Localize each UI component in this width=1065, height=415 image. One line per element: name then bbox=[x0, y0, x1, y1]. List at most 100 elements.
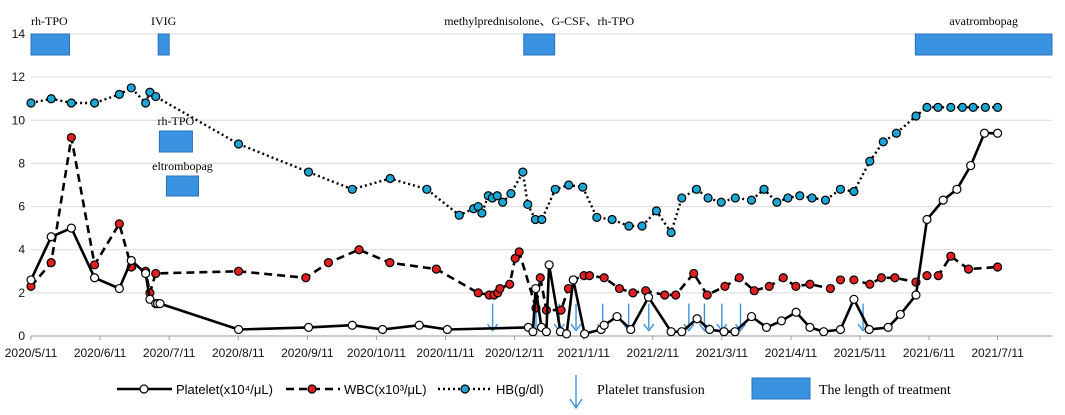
data-point-dotted bbox=[523, 199, 533, 210]
data-point-dotted bbox=[46, 94, 56, 104]
treatment-bar bbox=[157, 33, 170, 56]
data-point-dotted bbox=[922, 102, 932, 112]
x-tick-label: 2021/7/11 bbox=[971, 346, 1024, 360]
y-tick-label: 4 bbox=[18, 243, 25, 257]
data-point-solid bbox=[442, 324, 452, 335]
data-point-dashed bbox=[510, 253, 520, 263]
y-tick-label: 0 bbox=[18, 329, 25, 343]
treatment-bar bbox=[158, 130, 193, 153]
data-point-solid bbox=[66, 223, 76, 233]
data-point-solid bbox=[922, 214, 932, 225]
data-point-dotted bbox=[783, 193, 793, 203]
data-point-solid bbox=[541, 327, 551, 337]
legend-label-treatment: The length of treatment bbox=[819, 383, 951, 398]
data-point-dashed bbox=[805, 279, 815, 289]
x-tick-label: 2021/2/11 bbox=[627, 346, 680, 360]
y-tick-label: 6 bbox=[18, 200, 25, 214]
data-point-dotted bbox=[759, 184, 769, 194]
data-point-dotted bbox=[498, 197, 508, 207]
data-point-solid bbox=[895, 309, 905, 320]
y-tick-label: 10 bbox=[12, 113, 26, 127]
data-point-solid bbox=[677, 327, 687, 337]
data-point-dotted bbox=[716, 197, 726, 207]
data-point-solid bbox=[347, 320, 357, 330]
data-point-dotted bbox=[835, 184, 846, 194]
data-point-solid bbox=[705, 324, 715, 335]
series-line-dashed bbox=[30, 136, 998, 312]
data-point-dotted bbox=[849, 186, 859, 197]
x-tick-label: 2021/1/11 bbox=[557, 346, 610, 360]
data-point-dashed bbox=[876, 273, 887, 283]
data-point-solid bbox=[531, 283, 541, 294]
data-point-dotted bbox=[564, 180, 574, 190]
treatment-bar bbox=[914, 33, 1053, 56]
data-point-dotted bbox=[126, 83, 136, 93]
data-point-solid bbox=[730, 327, 740, 337]
data-point-dotted bbox=[677, 193, 687, 203]
data-point-dashed bbox=[323, 258, 334, 268]
treatment-bar bbox=[165, 175, 200, 197]
x-tick-label: 2020/9/11 bbox=[281, 346, 334, 360]
treatment-label: IVIG bbox=[151, 14, 177, 28]
x-tick-label: 2020/12/11 bbox=[485, 346, 544, 360]
data-point-solid bbox=[89, 273, 100, 283]
data-point-dashed bbox=[614, 283, 625, 294]
legend-label-transfusion: Platelet transfusion bbox=[597, 383, 705, 398]
data-point-dashed bbox=[825, 283, 835, 294]
data-point-dotted bbox=[422, 184, 432, 194]
data-point-dotted bbox=[151, 91, 161, 102]
data-point-dotted bbox=[492, 191, 502, 201]
data-point-dotted bbox=[637, 221, 647, 231]
data-point-dotted bbox=[303, 167, 314, 177]
data-point-solid bbox=[561, 329, 572, 339]
data-point-dotted bbox=[730, 193, 740, 203]
data-point-dotted bbox=[807, 193, 817, 203]
data-point-dotted bbox=[795, 191, 805, 201]
data-point-solid bbox=[746, 311, 757, 322]
data-point-solid bbox=[979, 128, 990, 138]
transfusion-arrowhead bbox=[683, 323, 695, 332]
transfusion-arrowhead bbox=[570, 323, 582, 332]
data-point-dashed bbox=[385, 258, 395, 268]
data-point-dotted bbox=[624, 221, 634, 231]
data-point-solid bbox=[126, 255, 136, 266]
data-point-solid bbox=[835, 324, 846, 335]
y-tick-label: 14 bbox=[12, 27, 26, 41]
transfusion-arrowhead bbox=[643, 323, 655, 332]
data-point-solid bbox=[141, 268, 151, 279]
data-point-dotted bbox=[992, 102, 1003, 112]
data-point-solid bbox=[819, 327, 829, 337]
data-point-solid bbox=[114, 283, 124, 294]
data-point-dashed bbox=[702, 290, 712, 300]
data-point-solid bbox=[864, 324, 874, 335]
data-point-dashed bbox=[992, 262, 1003, 272]
data-point-dotted bbox=[891, 128, 902, 138]
data-point-dotted bbox=[691, 184, 702, 194]
data-point-dashed bbox=[689, 268, 699, 279]
data-point-dashed bbox=[865, 279, 875, 289]
data-point-dashed bbox=[114, 219, 124, 229]
data-point-dashed bbox=[151, 268, 161, 279]
data-point-dotted bbox=[957, 102, 968, 112]
legend-arrowhead bbox=[569, 398, 583, 410]
data-point-solid bbox=[544, 260, 554, 270]
legend-label-wbc: WBC(x10³/μL) bbox=[344, 382, 427, 397]
data-point-dashed bbox=[922, 271, 932, 281]
data-point-solid bbox=[992, 128, 1003, 138]
data-point-solid bbox=[303, 322, 314, 332]
data-point-dashed bbox=[933, 271, 943, 281]
data-point-dotted bbox=[865, 156, 875, 166]
data-point-dotted bbox=[114, 89, 124, 100]
data-point-dashed bbox=[505, 279, 515, 289]
data-point-dashed bbox=[764, 281, 774, 291]
data-point-dashed bbox=[946, 251, 956, 261]
data-point-dashed bbox=[473, 288, 483, 298]
data-point-dotted bbox=[968, 102, 978, 112]
data-point-dashed bbox=[354, 245, 364, 255]
data-point-dashed bbox=[514, 247, 524, 257]
data-point-dashed bbox=[749, 286, 759, 296]
data-point-solid bbox=[966, 160, 976, 171]
legend-marker-wbc bbox=[307, 384, 317, 394]
data-point-solid bbox=[580, 329, 590, 339]
